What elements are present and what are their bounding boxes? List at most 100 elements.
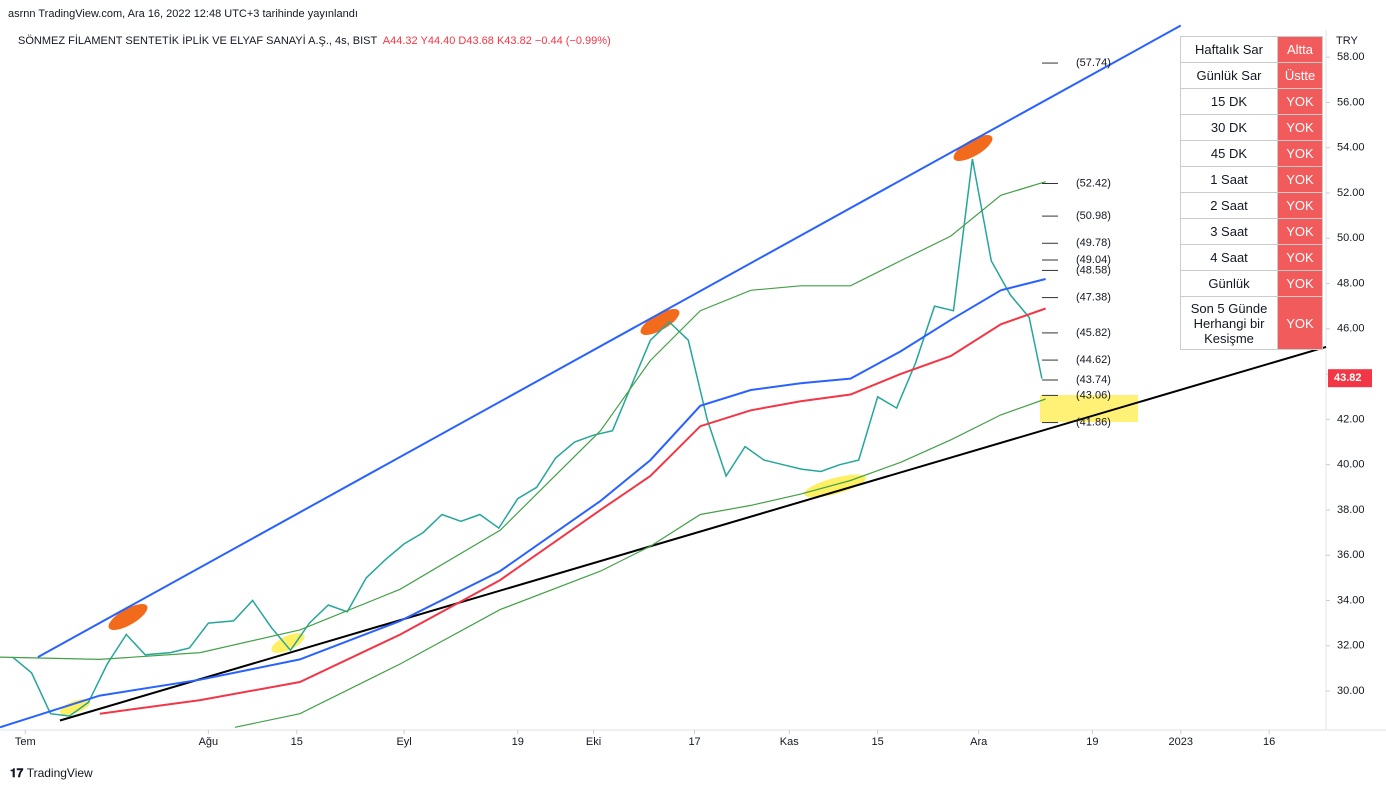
y-tick-label: 54.00 bbox=[1337, 142, 1365, 154]
last-price-label: 43.82 bbox=[1334, 372, 1362, 384]
table-row: 45 DK YOK bbox=[1180, 140, 1323, 167]
y-tick-label: 34.00 bbox=[1337, 594, 1365, 606]
x-tick-label: 2023 bbox=[1169, 736, 1193, 748]
x-tick-label: Ara bbox=[970, 736, 988, 748]
currency: TRY bbox=[1336, 35, 1358, 47]
highlight bbox=[271, 633, 305, 653]
table-row: Son 5 Günde Herhangi bir Kesişme YOK bbox=[1180, 296, 1323, 350]
label-cell: Haftalık Sar bbox=[1180, 36, 1278, 63]
status-cell: YOK bbox=[1277, 140, 1323, 167]
table-row: 2 Saat YOK bbox=[1180, 192, 1323, 219]
table-row: Günlük YOK bbox=[1180, 270, 1323, 297]
level-label: (49.78) bbox=[1076, 237, 1111, 249]
x-tick-label: 17 bbox=[688, 736, 700, 748]
label-cell: Günlük Sar bbox=[1180, 62, 1278, 89]
table-row: Günlük Sar Üstte bbox=[1180, 62, 1323, 89]
open: A44.32 bbox=[382, 35, 418, 47]
table-row: Haftalık Sar Altta bbox=[1180, 36, 1323, 63]
series-line bbox=[0, 181, 1046, 661]
symbol: SÖNMEZ FİLAMENT SENTETİK İPLİK VE ELYAF … bbox=[18, 35, 378, 47]
level-label: (49.04) bbox=[1076, 254, 1111, 266]
status-cell: YOK bbox=[1277, 88, 1323, 115]
level-label: (43.74) bbox=[1076, 374, 1111, 386]
status-cell: YOK bbox=[1277, 270, 1323, 297]
status-cell: YOK bbox=[1277, 218, 1323, 245]
status-cell: Altta bbox=[1277, 36, 1323, 63]
y-tick-label: 38.00 bbox=[1337, 504, 1365, 516]
x-tick-label: 19 bbox=[1086, 736, 1098, 748]
y-tick-label: 42.00 bbox=[1337, 413, 1365, 425]
x-tick-label: 15 bbox=[872, 736, 884, 748]
table-row: 3 Saat YOK bbox=[1180, 218, 1323, 245]
level-label: (52.42) bbox=[1076, 177, 1111, 189]
x-tick-label: Ağu bbox=[199, 736, 219, 748]
x-tick-label: Kas bbox=[780, 736, 799, 748]
label-cell: 2 Saat bbox=[1180, 192, 1278, 219]
level-label: (48.58) bbox=[1076, 264, 1111, 276]
level-label: (41.86) bbox=[1076, 416, 1111, 428]
y-tick-label: 50.00 bbox=[1337, 232, 1365, 244]
status-cell: YOK bbox=[1277, 192, 1323, 219]
published: asrnn TradingView.com, Ara 16, 2022 12:4… bbox=[8, 8, 358, 20]
y-tick-label: 36.00 bbox=[1337, 549, 1365, 561]
trendline bbox=[59, 345, 1327, 722]
status-table: Haftalık Sar Altta Günlük Sar Üstte 15 DK YOK… bbox=[1180, 36, 1323, 350]
x-tick-label: 19 bbox=[512, 736, 524, 748]
last-price-tag bbox=[1328, 369, 1372, 388]
label-cell: Günlük bbox=[1180, 270, 1278, 297]
label-cell: 15 DK bbox=[1180, 88, 1278, 115]
label-cell: 30 DK bbox=[1180, 114, 1278, 141]
level-label: (50.98) bbox=[1076, 210, 1111, 222]
label-cell: Son 5 Günde Herhangi bir Kesişme bbox=[1180, 296, 1278, 350]
status-cell: YOK bbox=[1277, 244, 1323, 271]
y-tick-label: 58.00 bbox=[1337, 51, 1365, 63]
highlight bbox=[640, 309, 680, 335]
highlight bbox=[953, 135, 993, 161]
x-tick-label: Eki bbox=[586, 736, 601, 748]
brand-name: TradingView bbox=[26, 766, 93, 780]
level-label: (57.74) bbox=[1076, 57, 1111, 69]
table-row: 1 Saat YOK bbox=[1180, 166, 1323, 193]
highlight bbox=[108, 604, 148, 630]
status-cell: Üstte bbox=[1277, 62, 1323, 89]
y-tick-label: 32.00 bbox=[1337, 640, 1365, 652]
level-label: (47.38) bbox=[1076, 292, 1111, 304]
level-label: (45.82) bbox=[1076, 327, 1111, 339]
y-tick-label: 40.00 bbox=[1337, 459, 1365, 471]
table-row: 15 DK YOK bbox=[1180, 88, 1323, 115]
y-tick-label: 30.00 bbox=[1337, 685, 1365, 697]
x-tick-label: Tem bbox=[15, 736, 36, 748]
label-cell: 45 DK bbox=[1180, 140, 1278, 167]
y-tick-label: 46.00 bbox=[1337, 323, 1365, 335]
series-line bbox=[12, 158, 1043, 717]
y-tick-label: 56.00 bbox=[1337, 96, 1365, 108]
label-cell: 4 Saat bbox=[1180, 244, 1278, 271]
level-label: (43.06) bbox=[1076, 389, 1111, 401]
symbol-line: SÖNMEZ FİLAMENT SENTETİK İPLİK VE ELYAF … bbox=[18, 35, 611, 47]
brand: 𝟏𝟕 TradingView bbox=[10, 766, 93, 780]
high: Y44.40 bbox=[420, 35, 456, 47]
x-tick-label: 16 bbox=[1263, 736, 1275, 748]
level-label: (44.62) bbox=[1076, 354, 1111, 366]
label-cell: 3 Saat bbox=[1180, 218, 1278, 245]
highlight bbox=[59, 699, 91, 715]
series-line bbox=[234, 398, 1046, 728]
status-cell: YOK bbox=[1277, 296, 1323, 350]
label-cell: 1 Saat bbox=[1180, 166, 1278, 193]
status-cell: YOK bbox=[1277, 166, 1323, 193]
x-tick-label: Eyl bbox=[396, 736, 411, 748]
table-row: 4 Saat YOK bbox=[1180, 244, 1323, 271]
trendline bbox=[37, 24, 1182, 658]
series-line bbox=[99, 307, 1046, 715]
series-line bbox=[0, 278, 1046, 729]
x-tick-label: 15 bbox=[291, 736, 303, 748]
status-cell: YOK bbox=[1277, 114, 1323, 141]
low: D43.68 bbox=[458, 35, 494, 47]
table-row: 30 DK YOK bbox=[1180, 114, 1323, 141]
y-tick-label: 52.00 bbox=[1337, 187, 1365, 199]
y-tick-label: 48.00 bbox=[1337, 277, 1365, 289]
change: −0.44 (−0.99%) bbox=[534, 35, 611, 47]
close: K43.82 bbox=[496, 35, 532, 47]
